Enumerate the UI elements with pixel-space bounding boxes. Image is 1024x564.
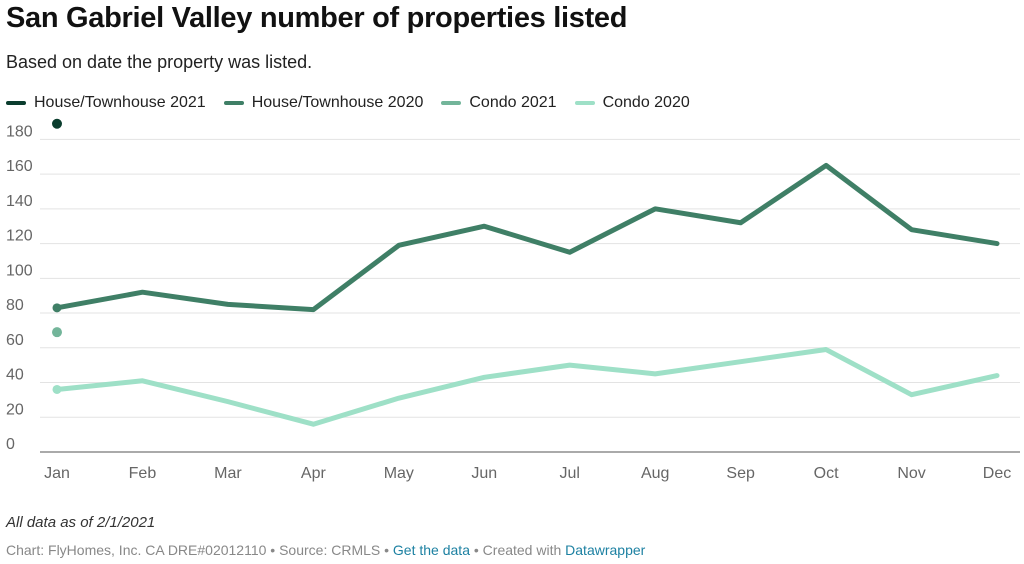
legend-label-condo-2020: Condo 2020 bbox=[602, 94, 690, 111]
legend-label-house-2020: House/Townhouse 2020 bbox=[251, 94, 424, 111]
legend-item-condo-2021: Condo 2021 bbox=[441, 94, 557, 112]
gridlines bbox=[40, 138, 1020, 453]
series-lines bbox=[54, 162, 1000, 427]
legend-item-house-2020: House/Townhouse 2020 bbox=[223, 94, 424, 112]
y-tick-label: 100 bbox=[6, 262, 33, 279]
data-point-series-0 bbox=[52, 118, 62, 129]
y-axis-tick-labels: 0 20 40 60 80 100 120 140 160 180 bbox=[6, 123, 33, 453]
x-axis-tick-labels: Jan Feb Mar Apr May Jun Jul Aug Sep Oct Nov Dec bbox=[44, 465, 1011, 482]
data-point-series-1 bbox=[52, 303, 62, 313]
footer-credits: Chart: FlyHomes, Inc. CA DRE#02012110 • … bbox=[6, 542, 645, 558]
x-tick-label: Nov bbox=[897, 465, 925, 482]
x-tick-label: Mar bbox=[214, 465, 242, 482]
legend-label-house-2021: House/Townhouse 2021 bbox=[34, 94, 206, 111]
legend-item-house-2021: House/Townhouse 2021 bbox=[6, 94, 206, 112]
y-tick-label: 80 bbox=[6, 297, 24, 314]
data-point-series-3 bbox=[52, 384, 62, 394]
y-tick-label: 140 bbox=[6, 193, 33, 210]
legend-swatch-condo-2021 bbox=[441, 101, 462, 105]
legend: House/Townhouse 2021 House/Townhouse 202… bbox=[6, 94, 708, 112]
x-tick-label: Jul bbox=[560, 465, 580, 482]
datawrapper-link[interactable]: Datawrapper bbox=[565, 542, 646, 558]
legend-label-condo-2021: Condo 2021 bbox=[469, 94, 557, 111]
footer-created-with-text: • Created with bbox=[473, 542, 562, 558]
get-the-data-link[interactable]: Get the data bbox=[392, 542, 470, 558]
series-line-3 bbox=[54, 347, 1000, 427]
line-chart: 0 20 40 60 80 100 120 140 160 180 Jan Feb Mar Apr May… bbox=[6, 118, 1020, 482]
legend-swatch-house-2020 bbox=[223, 101, 244, 105]
x-tick-label: Aug bbox=[641, 465, 669, 482]
legend-item-condo-2020: Condo 2020 bbox=[574, 94, 690, 112]
chart-title: San Gabriel Valley number of properties … bbox=[6, 2, 628, 34]
y-tick-label: 120 bbox=[6, 228, 33, 245]
y-tick-label: 40 bbox=[6, 367, 24, 384]
data-note: All data as of 2/1/2021 bbox=[6, 514, 156, 531]
legend-swatch-house-2021 bbox=[6, 101, 26, 105]
x-tick-label: Apr bbox=[301, 465, 327, 482]
x-tick-label: Jan bbox=[44, 465, 70, 482]
x-tick-label: Oct bbox=[814, 465, 839, 482]
x-tick-label: Feb bbox=[129, 465, 157, 482]
y-tick-label: 180 bbox=[6, 123, 33, 140]
chart-subtitle: Based on date the property was listed. bbox=[6, 52, 313, 72]
footer-credit-text: Chart: FlyHomes, Inc. CA DRE#02012110 • … bbox=[6, 542, 390, 558]
legend-swatch-condo-2020 bbox=[574, 101, 595, 105]
series-points bbox=[52, 118, 62, 394]
y-tick-label: 20 bbox=[6, 401, 24, 418]
data-point-series-2 bbox=[52, 327, 62, 338]
y-tick-label: 60 bbox=[6, 332, 24, 349]
x-tick-label: May bbox=[384, 465, 414, 482]
x-tick-label: Jun bbox=[471, 465, 497, 482]
x-tick-label: Dec bbox=[983, 465, 1011, 482]
y-tick-label: 160 bbox=[6, 158, 33, 175]
series-line-1 bbox=[54, 162, 1000, 313]
x-tick-label: Sep bbox=[726, 465, 755, 482]
y-tick-label: 0 bbox=[6, 436, 15, 453]
